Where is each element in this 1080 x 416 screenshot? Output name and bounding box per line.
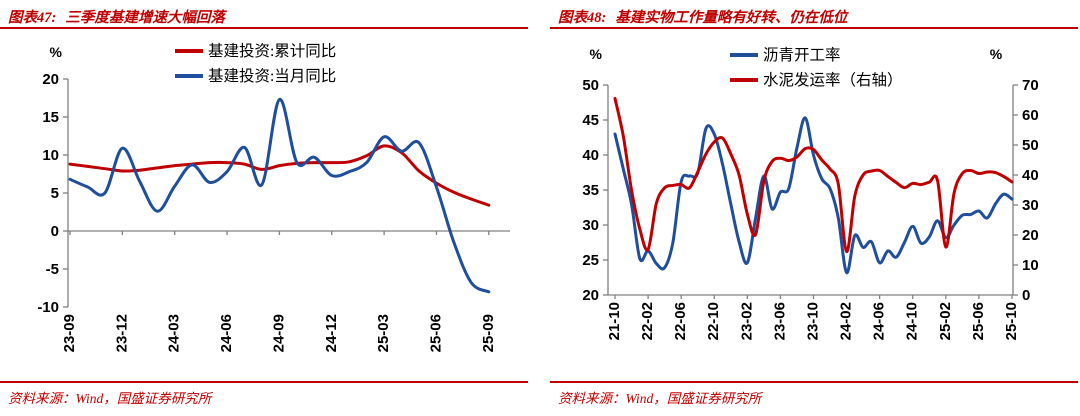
left-y-axis-tick-label: 45 [582,112,599,129]
y-axis-tick-label: 5 [51,185,59,202]
figure-48-panel: 图表48: 基建实物工作量略有好转、仍在低位 50 45 40 35 30 25 20 70 60… [550,0,1080,416]
legend-label: 沥青开工率 [763,46,841,64]
figure-47-label: 图表47: [8,10,57,26]
right-y-axis-tick-label: 60 [1022,107,1039,124]
x-axis-tick-label: 23-02 [738,302,755,340]
left-y-axis-tick-label: 40 [582,147,599,164]
right-y-axis-tick-label: 50 [1022,137,1039,154]
x-axis-tick-label: 25-06 [427,314,444,352]
y-axis-tick-label: -10 [37,299,59,316]
y-axis-unit-label: % [50,44,63,60]
right-y-axis-unit-label: % [990,46,1003,62]
left-y-axis-tick-label: 50 [582,77,599,94]
left-y-axis-tick-label: 25 [582,252,599,269]
x-axis-tick-label: 22-10 [705,302,722,340]
x-axis-tick-label: 21-10 [606,302,623,340]
x-axis-tick-label: 24-06 [218,314,235,352]
x-axis-tick-label: 24-02 [838,302,855,340]
x-axis-tick-label: 22-02 [639,302,656,340]
x-axis-tick-label: 23-12 [113,314,130,352]
figure-48-label: 图表48: [558,10,607,26]
y-axis-tick-label: 15 [42,109,59,126]
y-axis-tick-label: -5 [46,261,59,278]
legend-label: 水泥发运率（右轴） [763,71,903,89]
figure-48-chart: 50 45 40 35 30 25 20 70 60 50 40 30 20 10 0 21-10 22-02 2… [582,46,1039,340]
figure-48-caption: 图表48: 基建实物工作量略有好转、仍在低位 [550,0,1080,27]
figure-47-caption: 图表47: 三季度基建增速大幅回落 [0,0,530,27]
cumulative-yoy-line [68,144,491,207]
right-y-axis-tick-label: 0 [1022,287,1030,304]
right-y-axis-tick-label: 10 [1022,257,1039,274]
figure-47-source: 资料来源：Wind，国盛证券研究所 [8,391,212,406]
right-y-axis-tick-label: 20 [1022,227,1039,244]
x-axis-tick-label: 25-03 [375,314,392,352]
x-axis-tick-label: 24-10 [904,302,921,340]
legend-label: 基建投资:累计同比 [208,42,336,60]
source-divider [0,381,528,383]
x-axis-tick-label: 25-06 [970,302,987,340]
left-y-axis-tick-label: 30 [582,217,599,234]
caption-divider [550,27,1078,29]
x-axis-tick-label: 22-06 [672,302,689,340]
x-axis-tick-label: 25-02 [937,302,954,340]
figure-47-title: 三季度基建增速大幅回落 [65,10,225,26]
right-y-axis-tick-label: 30 [1022,197,1039,214]
x-axis-tick-label: 23-06 [771,302,788,340]
y-axis-tick-label: 0 [51,223,59,240]
left-y-axis-tick-label: 35 [582,182,599,199]
x-axis-tick-label: 24-03 [166,314,183,352]
cement-rate-line [613,97,1014,254]
y-axis-tick-label: 10 [42,147,59,164]
x-axis-tick-label: 23-10 [804,302,821,340]
x-axis-tick-label: 23-09 [61,314,78,352]
x-axis-tick-label: 25-10 [1003,302,1020,340]
figure-48-source: 资料来源：Wind，国盛证券研究所 [558,391,762,406]
asphalt-rate-line [613,116,1014,275]
figure-47-panel: 图表47: 三季度基建增速大幅回落 20 15 10 5 0 -5 -10 23-09 23-12… [0,0,530,416]
y-axis-tick-label: 20 [42,71,59,88]
caption-divider [0,27,528,29]
x-axis-tick-label: 24-12 [323,314,340,352]
monthly-yoy-line [68,97,491,294]
x-axis-tick-label: 24-09 [270,314,287,352]
source-divider [550,381,1078,383]
legend-label: 基建投资:当月同比 [208,67,336,85]
right-y-axis-tick-label: 40 [1022,167,1039,184]
left-y-axis-tick-label: 20 [582,287,599,304]
x-axis-tick-label: 25-09 [480,314,497,352]
left-y-axis-unit-label: % [590,46,603,62]
right-y-axis-tick-label: 70 [1022,77,1039,94]
x-axis-tick-label: 24-06 [871,302,888,340]
figure-48-title: 基建实物工作量略有好转、仍在低位 [615,10,848,26]
